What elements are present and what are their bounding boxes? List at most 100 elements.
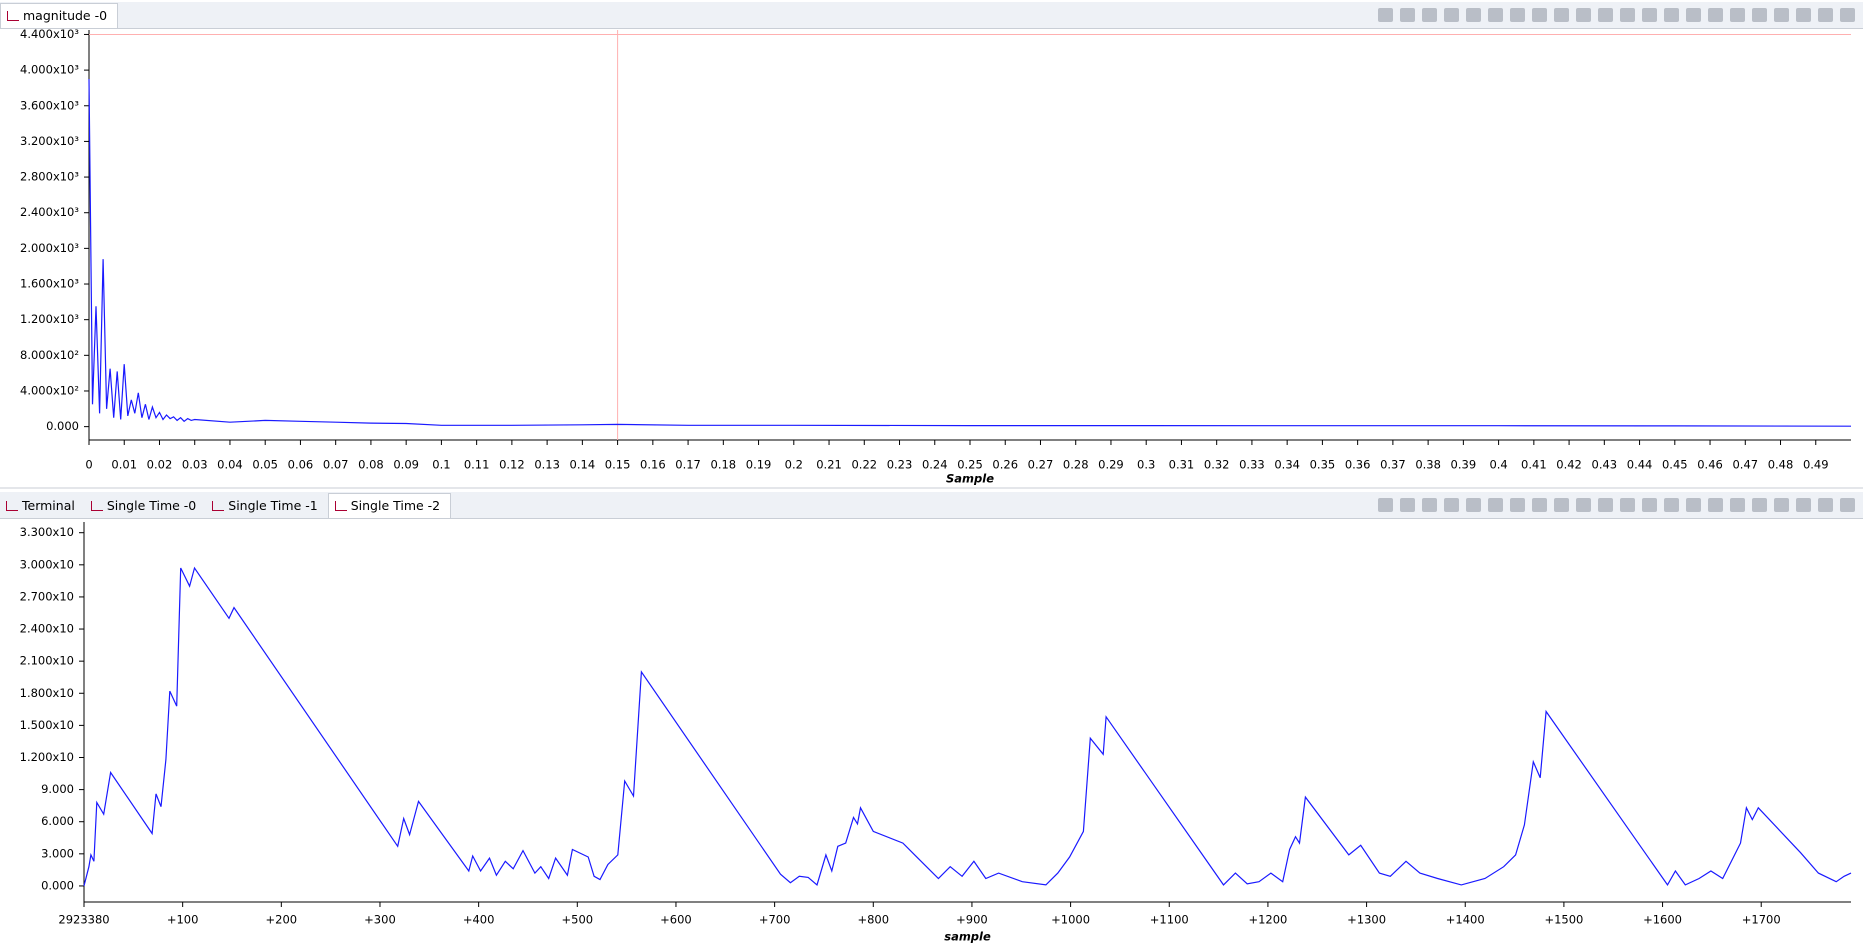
x-tick-label: 0.33 [1239,458,1265,472]
x-tick-label: 0.17 [675,458,701,472]
tool-button[interactable] [1818,8,1833,22]
tool-button[interactable] [1708,498,1723,512]
y-tick-label: 4.000x10² [20,383,79,397]
tool-button[interactable] [1686,8,1701,22]
x-tick-label: 0.45 [1662,458,1688,472]
x-tick-label: 0.03 [182,458,208,472]
tool-button[interactable] [1532,8,1547,22]
tool-button[interactable] [1620,498,1635,512]
y-tick-label: 1.200x10³ [20,312,79,326]
tool-button[interactable] [1488,8,1503,22]
toolbar [1378,498,1855,512]
tool-button[interactable] [1532,498,1547,512]
y-tick-label: 3.600x10³ [20,98,79,112]
x-tick-label: +1400 [1446,913,1485,927]
tool-button[interactable] [1378,8,1393,22]
x-tick-label: 0.39 [1451,458,1477,472]
tool-button[interactable] [1620,8,1635,22]
tab[interactable]: Single Time -1 [206,494,327,518]
tool-button[interactable] [1796,8,1811,22]
x-tick-label: 0.08 [358,458,384,472]
tool-button[interactable] [1664,498,1679,512]
tool-button[interactable] [1554,498,1569,512]
y-tick-label: 3.200x10³ [20,134,79,148]
x-tick-label: 0.05 [252,458,278,472]
tool-button[interactable] [1730,498,1745,512]
line-series [83,566,1852,887]
tool-button[interactable] [1752,498,1767,512]
x-tick-label: 0.24 [922,458,948,472]
tool-button[interactable] [1576,498,1591,512]
x-tick-label: 0.16 [640,458,666,472]
x-tick-label: 0.18 [711,458,737,472]
tool-button[interactable] [1466,498,1481,512]
x-tick-label: 0.09 [393,458,419,472]
tool-button[interactable] [1752,8,1767,22]
x-tick-label: 0.21 [816,458,842,472]
x-tick-label: 0.46 [1697,458,1723,472]
tool-button[interactable] [1510,8,1525,22]
x-tick-label: 0.11 [464,458,490,472]
x-tick-label: +1200 [1248,913,1287,927]
top-tab-bar: magnitude -0 [0,2,1863,29]
x-tick-label: +400 [463,913,495,927]
tool-button[interactable] [1774,498,1789,512]
x-tick-label: 0.32 [1204,458,1230,472]
tool-button[interactable] [1730,8,1745,22]
x-tick-label: +500 [562,913,594,927]
x-tick-label: 0.25 [957,458,983,472]
tool-button[interactable] [1510,498,1525,512]
x-tick-label: +1300 [1347,913,1386,927]
x-tick-label: 0.04 [217,458,243,472]
tool-button[interactable] [1466,8,1481,22]
y-tick-label: 1.500x10 [20,718,74,732]
x-tick-label: 0.42 [1556,458,1582,472]
line-series [88,78,1852,427]
x-axis-label: Sample [946,472,994,486]
x-tick-label: 0.35 [1310,458,1336,472]
x-tick-label: 0.01 [111,458,137,472]
x-tick-label: 0.3 [1137,458,1155,472]
x-tick-label: 0.07 [323,458,349,472]
tab[interactable]: Single Time -0 [85,494,206,518]
x-tick-label: +800 [857,913,889,927]
tool-button[interactable] [1774,8,1789,22]
x-tick-label: 0.44 [1627,458,1653,472]
tool-button[interactable] [1708,8,1723,22]
tool-button[interactable] [1576,8,1591,22]
tool-button[interactable] [1840,498,1855,512]
tool-button[interactable] [1642,8,1657,22]
tool-button[interactable] [1400,8,1415,22]
tool-button[interactable] [1796,498,1811,512]
y-tick-label: 2.700x10 [20,589,74,603]
y-tick-label: 6.000 [41,814,74,828]
tool-button[interactable] [1642,498,1657,512]
x-tick-label: 0.26 [992,458,1018,472]
tool-button[interactable] [1598,498,1613,512]
x-tick-label: +1600 [1643,913,1682,927]
x-tick-label: +600 [660,913,692,927]
x-tick-label: +1500 [1544,913,1583,927]
tool-button[interactable] [1378,498,1393,512]
tool-button[interactable] [1598,8,1613,22]
tool-button[interactable] [1818,498,1833,512]
y-tick-label: 0.000 [41,878,74,892]
tool-button[interactable] [1422,498,1437,512]
tool-button[interactable] [1488,498,1503,512]
tab[interactable]: magnitude -0 [0,3,119,28]
y-tick-label: 9.000 [41,782,74,796]
x-tick-label: 0.43 [1592,458,1618,472]
tool-button[interactable] [1400,498,1415,512]
x-tick-label: 0.13 [534,458,560,472]
tab[interactable]: Single Time -2 [327,493,452,518]
tab[interactable]: Terminal [0,494,85,518]
tool-button[interactable] [1840,8,1855,22]
tool-button[interactable] [1444,498,1459,512]
tool-button[interactable] [1664,8,1679,22]
x-axis-label: sample [944,930,991,944]
tool-button[interactable] [1422,8,1437,22]
tool-button[interactable] [1444,8,1459,22]
tool-button[interactable] [1686,498,1701,512]
tool-button[interactable] [1554,8,1569,22]
